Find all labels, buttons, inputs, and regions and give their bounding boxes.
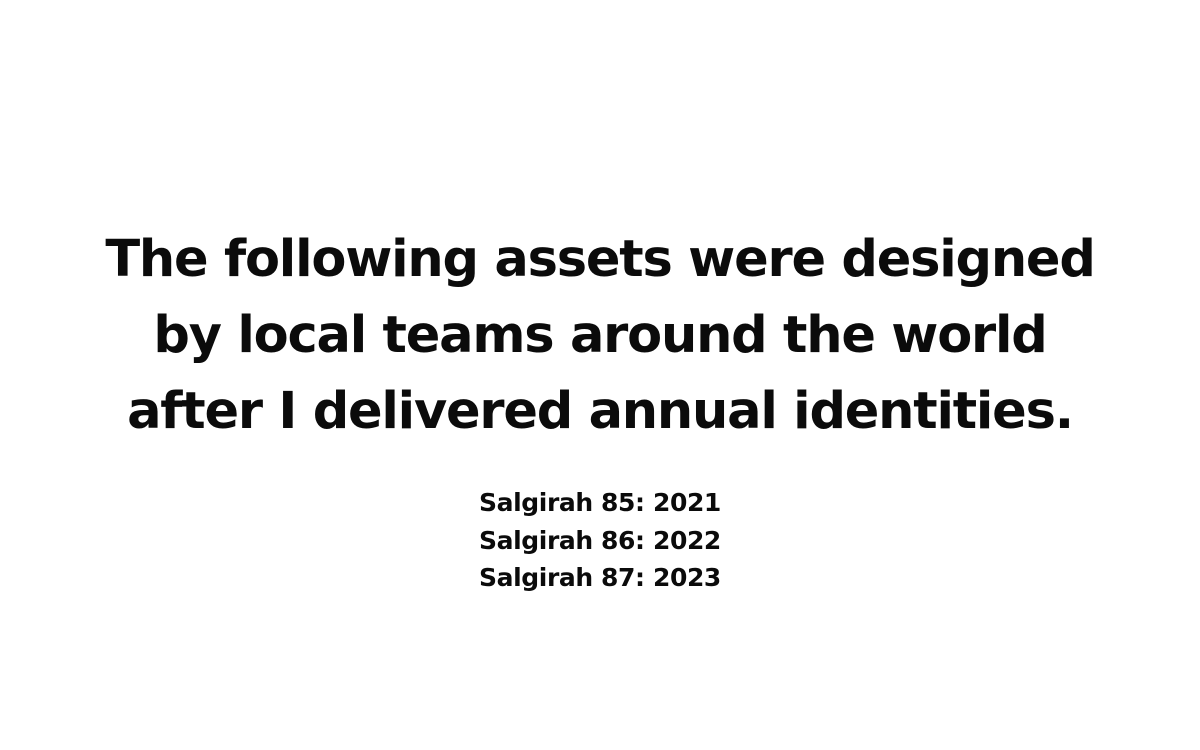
edition-list: Salgirah 85: 2021 Salgirah 86: 2022 Salg… xyxy=(0,484,1200,597)
headline-line: after I delivered annual identities. xyxy=(127,382,1074,441)
headline-line: by local teams around the world xyxy=(153,306,1047,365)
edition-item: Salgirah 86: 2022 xyxy=(479,525,721,555)
edition-item: Salgirah 85: 2021 xyxy=(479,488,721,517)
headline: The following assets were designed by lo… xyxy=(0,222,1200,450)
edition-item: Salgirah 87: 2023 xyxy=(479,563,721,592)
headline-line: The following assets were designed xyxy=(105,230,1095,289)
